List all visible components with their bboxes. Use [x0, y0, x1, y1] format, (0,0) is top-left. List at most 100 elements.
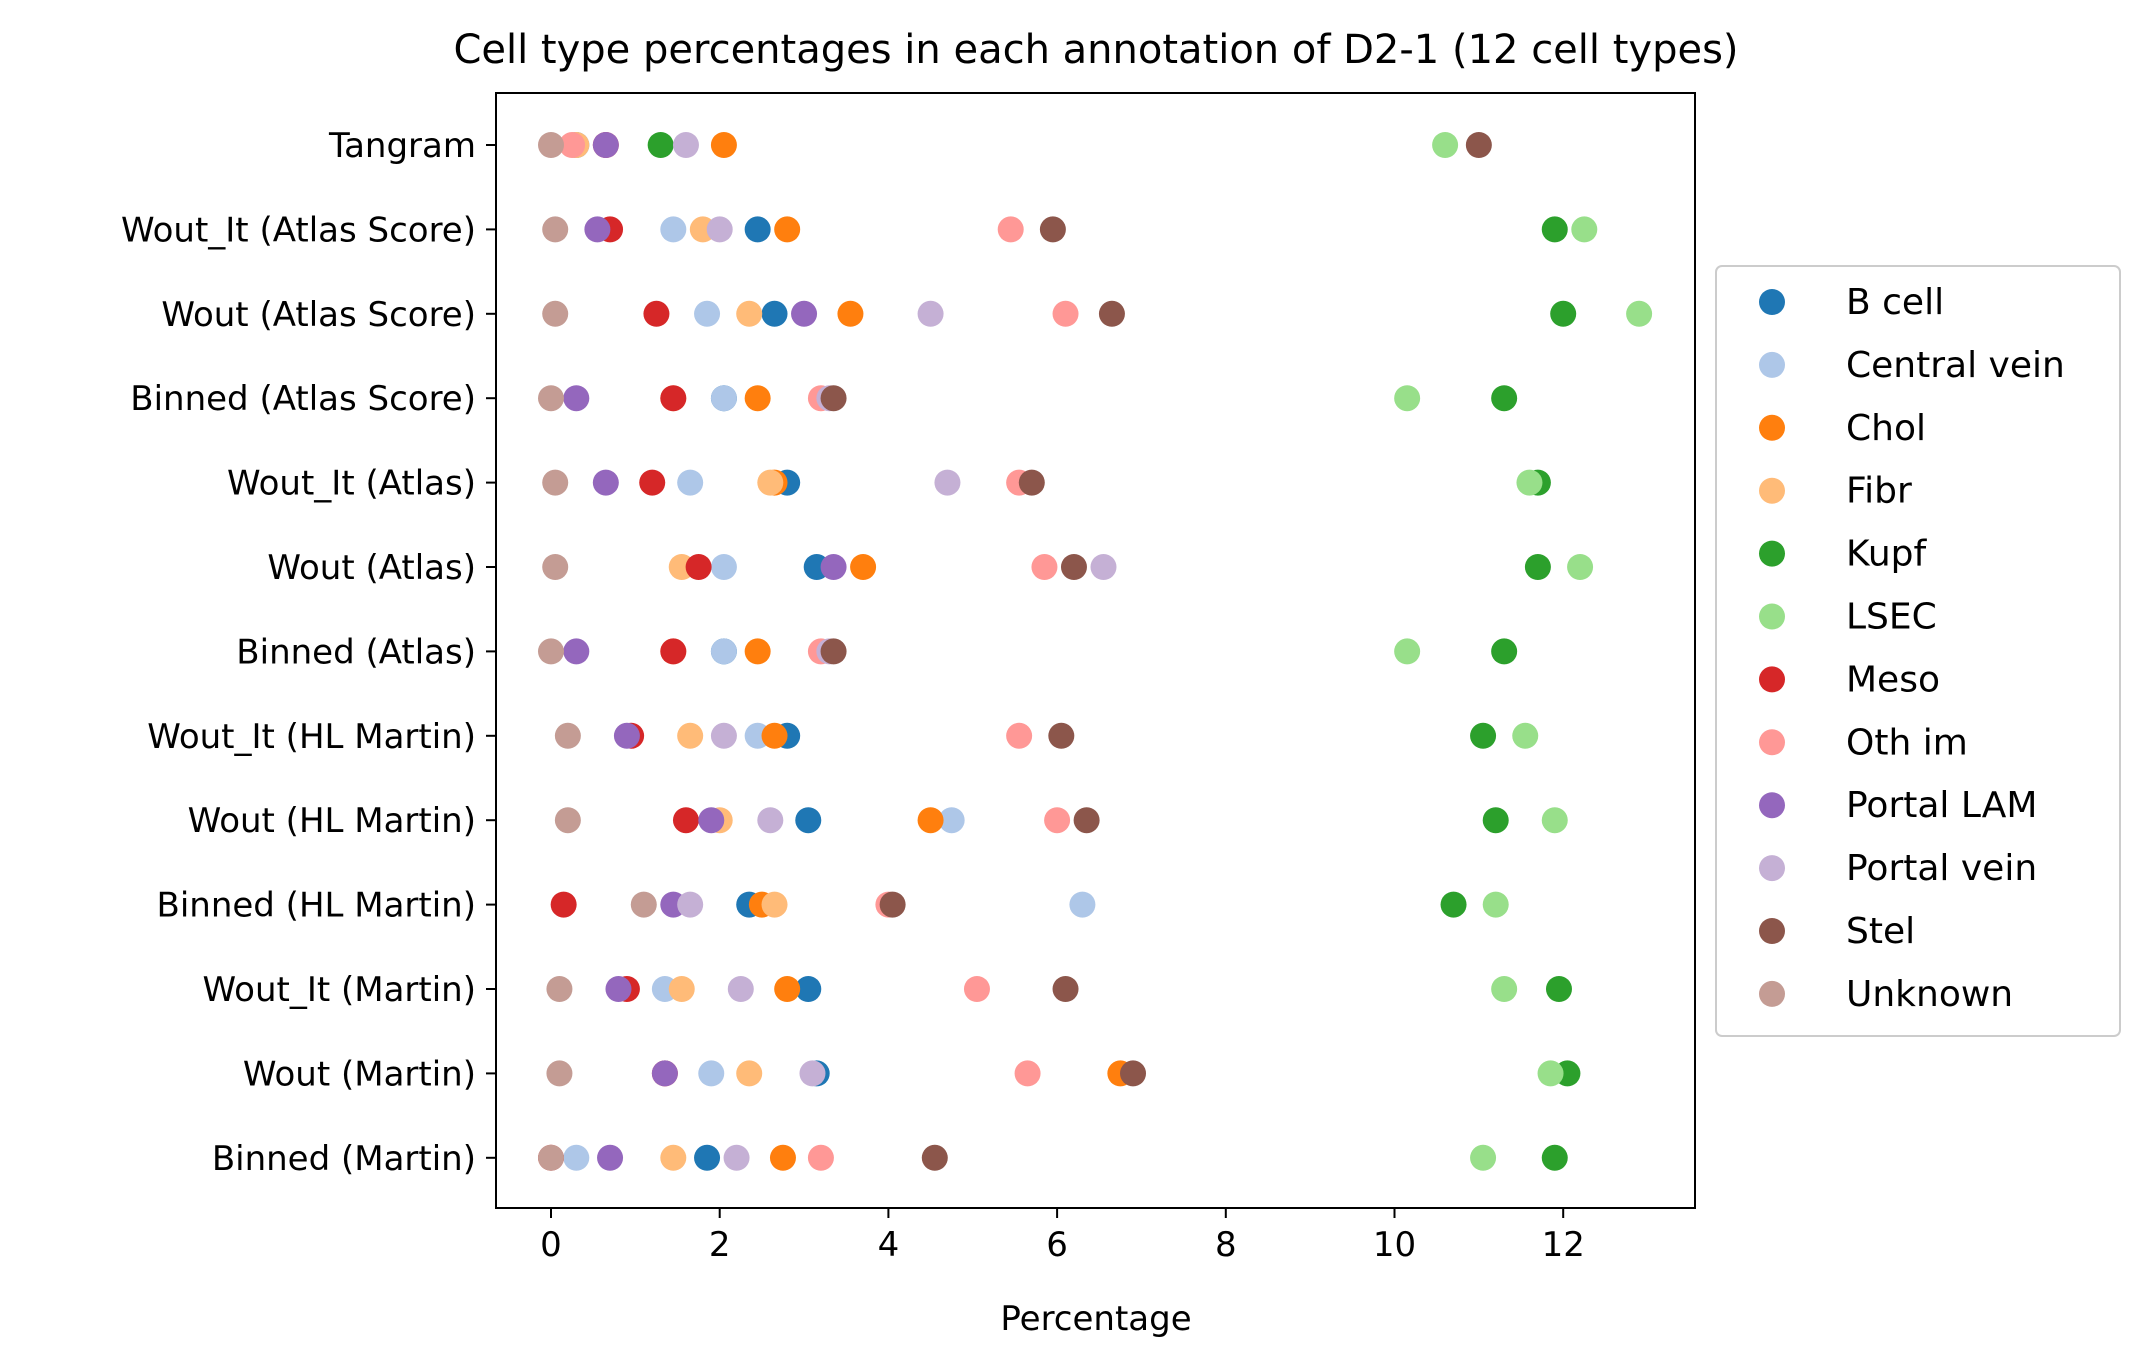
- data-point: [542, 554, 569, 580]
- data-point: [563, 1144, 590, 1171]
- data-point: [1018, 469, 1045, 496]
- plot-area-frame: [495, 92, 1696, 1209]
- data-point: [554, 807, 581, 834]
- data-point: [744, 385, 771, 412]
- data-point: [630, 891, 657, 918]
- legend-marker: [1759, 666, 1785, 693]
- data-point: [694, 1144, 721, 1171]
- data-point: [1014, 1060, 1041, 1087]
- data-point: [643, 300, 670, 327]
- data-point: [1626, 300, 1653, 327]
- data-point: [921, 1144, 948, 1171]
- legend-label: Meso: [1846, 659, 1940, 700]
- data-point: [1491, 385, 1518, 412]
- data-point: [542, 469, 569, 496]
- data-point: [850, 554, 877, 580]
- data-point: [1394, 385, 1421, 412]
- data-point: [698, 807, 725, 834]
- data-point: [647, 132, 674, 158]
- y-tick-label: Binned (Atlas Score): [130, 379, 476, 419]
- data-point: [1073, 807, 1100, 834]
- data-point: [563, 385, 590, 412]
- data-point: [917, 300, 944, 327]
- data-point: [706, 216, 733, 243]
- legend-marker: [1759, 918, 1785, 944]
- data-point: [1491, 976, 1518, 1002]
- legend-marker: [1759, 792, 1785, 819]
- data-point: [677, 891, 704, 918]
- y-tick-label: Binned (HL Martin): [157, 886, 477, 926]
- data-point: [799, 1060, 826, 1087]
- data-point: [774, 216, 801, 243]
- data-point: [1537, 1060, 1564, 1087]
- legend-item: Unknown: [1759, 974, 2013, 1015]
- legend-label: Stel: [1846, 911, 1915, 952]
- data-point: [795, 976, 822, 1002]
- data-point: [1571, 216, 1598, 243]
- data-point: [1491, 638, 1518, 665]
- legend-label: LSEC: [1846, 597, 1937, 638]
- data-point: [1090, 554, 1117, 580]
- data-point: [757, 807, 784, 834]
- data-point: [1545, 976, 1572, 1002]
- data-point: [672, 807, 699, 834]
- y-tick-label: Wout (Martin): [243, 1054, 476, 1094]
- data-point: [1482, 807, 1509, 834]
- data-point: [1006, 722, 1033, 749]
- data-point: [542, 216, 569, 243]
- data-point: [1098, 300, 1125, 327]
- legend-marker: [1759, 289, 1785, 315]
- data-point: [710, 132, 737, 158]
- data-point: [1394, 638, 1421, 665]
- data-point: [820, 554, 847, 580]
- data-point: [757, 469, 784, 496]
- data-point: [559, 132, 586, 158]
- y-axis-labels: Tangram Wout_It (Atlas Score) Wout (Atlas …: [121, 126, 476, 1179]
- data-point: [1470, 722, 1497, 749]
- legend-item: Fibr: [1759, 471, 1912, 512]
- data-point: [651, 1060, 678, 1087]
- legend-item: Portal LAM: [1759, 785, 2037, 826]
- legend-item: B cell: [1759, 282, 1944, 323]
- data-point: [736, 1060, 763, 1087]
- data-point: [1524, 554, 1551, 580]
- legend-marker: [1759, 477, 1785, 504]
- y-tick-label: Wout_It (Martin): [203, 970, 476, 1010]
- y-tick-label: Wout_It (Atlas): [227, 464, 476, 504]
- legend-item: Central vein: [1759, 345, 2065, 386]
- data-point: [1512, 722, 1539, 749]
- legend-item: Portal vein: [1759, 848, 2037, 889]
- data-point: [1120, 1060, 1147, 1087]
- data-point: [538, 638, 564, 665]
- data-point: [546, 1060, 573, 1087]
- legend-marker: [1759, 414, 1785, 441]
- x-axis-label: Percentage: [1000, 1299, 1191, 1339]
- data-point: [820, 638, 847, 665]
- data-point: [879, 891, 906, 918]
- data-point: [538, 1144, 564, 1171]
- legend-marker: [1759, 729, 1785, 756]
- y-tick-label: Binned (Atlas): [236, 632, 476, 672]
- legend-item: Kupf: [1759, 534, 1927, 575]
- legend-frame: [1715, 265, 2121, 1037]
- data-point: [1516, 469, 1543, 496]
- data-point: [694, 300, 721, 327]
- legend-marker: [1759, 540, 1785, 567]
- data-point: [938, 807, 965, 834]
- data-point: [542, 300, 569, 327]
- data-point: [668, 976, 695, 1002]
- data-point: [769, 1144, 796, 1171]
- data-point: [1465, 132, 1492, 158]
- y-tick-label: Wout (Atlas Score): [161, 295, 476, 335]
- data-point: [761, 300, 788, 327]
- x-tick-label: 12: [1542, 1225, 1585, 1265]
- data-point: [546, 976, 573, 1002]
- legend-label: Portal LAM: [1846, 785, 2037, 826]
- data-point: [1069, 891, 1096, 918]
- data-point: [1432, 132, 1459, 158]
- data-point: [660, 216, 687, 243]
- legend-entries: B cell Central vein Chol Fibr Kupf LSEC Meso Ot…: [1759, 282, 2065, 1015]
- data-point: [710, 554, 737, 580]
- data-point: [1541, 1144, 1568, 1171]
- data-point: [698, 1060, 725, 1087]
